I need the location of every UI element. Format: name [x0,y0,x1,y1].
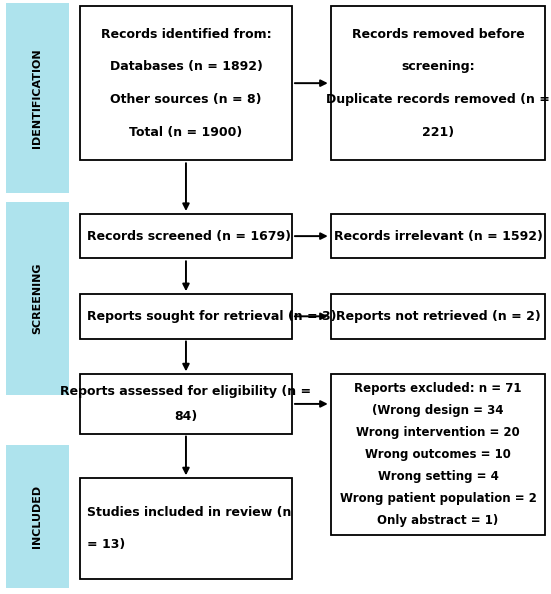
Text: SCREENING: SCREENING [32,263,42,334]
Bar [331,214,545,258]
Text: Studies included in review (n: Studies included in review (n [87,506,291,519]
Text: Records removed before: Records removed before [352,28,525,40]
Bar [80,214,292,258]
Text: 221): 221) [422,126,454,138]
Bar [331,6,545,160]
Bar [6,446,69,588]
Text: IDENTIFICATION: IDENTIFICATION [32,48,42,148]
Bar [6,3,69,193]
Text: Databases (n = 1892): Databases (n = 1892) [110,61,262,73]
Text: Duplicate records removed (n =: Duplicate records removed (n = [326,93,550,106]
Text: Wrong outcomes = 10: Wrong outcomes = 10 [365,448,511,461]
Text: Reports assessed for eligibility (n =: Reports assessed for eligibility (n = [61,384,311,397]
Text: Reports sought for retrieval (n = 3): Reports sought for retrieval (n = 3) [87,310,336,323]
Text: screening:: screening: [401,61,475,73]
Bar [331,294,545,339]
Text: Reports not retrieved (n = 2): Reports not retrieved (n = 2) [336,310,541,323]
Text: Wrong setting = 4: Wrong setting = 4 [377,470,499,483]
Text: (Wrong design = 34: (Wrong design = 34 [372,404,504,417]
Bar [80,6,292,160]
Bar [80,294,292,339]
Text: Wrong intervention = 20: Wrong intervention = 20 [356,426,520,439]
Text: Records irrelevant (n = 1592): Records irrelevant (n = 1592) [333,230,543,242]
Bar [331,374,545,535]
Text: Other sources (n = 8): Other sources (n = 8) [110,93,262,106]
Text: Total (n = 1900): Total (n = 1900) [129,126,242,138]
Text: Records screened (n = 1679): Records screened (n = 1679) [87,230,290,242]
Bar [80,478,292,579]
Text: 84): 84) [174,410,198,424]
Text: = 13): = 13) [87,539,125,551]
Text: Reports excluded: n = 71: Reports excluded: n = 71 [354,382,522,395]
Bar [6,202,69,395]
Text: Only abstract = 1): Only abstract = 1) [377,514,499,527]
Text: Records identified from:: Records identified from: [101,28,271,40]
Bar [80,374,292,434]
Text: INCLUDED: INCLUDED [32,485,42,548]
Text: Wrong patient population = 2: Wrong patient population = 2 [339,492,537,505]
